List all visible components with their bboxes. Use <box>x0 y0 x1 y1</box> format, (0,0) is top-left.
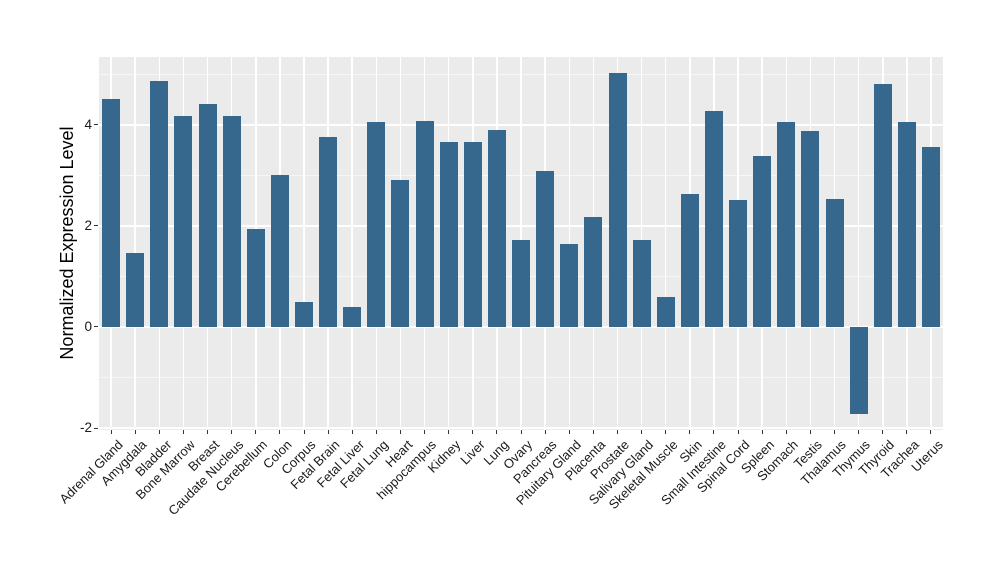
y-tick-label: 0 <box>84 318 92 334</box>
bar-fetal-brain <box>319 136 338 327</box>
bar-small-intestine <box>704 110 723 327</box>
y-tick-mark <box>94 225 98 227</box>
x-tick-mark <box>255 430 257 434</box>
bar-spinal-cord <box>729 200 747 327</box>
bar-uterus <box>921 146 940 327</box>
bar-hippocampus <box>415 121 434 327</box>
x-tick-mark <box>279 430 281 434</box>
bar-pituitary-gland <box>560 244 579 327</box>
x-tick-mark <box>592 430 594 434</box>
bar-skeletal-muscle <box>656 297 675 327</box>
gridline-vertical <box>664 57 667 430</box>
x-tick-mark <box>834 430 835 434</box>
bar-cerebellum <box>246 229 265 327</box>
x-tick-mark <box>472 430 474 434</box>
bar-liver <box>463 142 482 327</box>
bar-thalamus <box>825 199 844 327</box>
y-tick-label: 2 <box>84 217 92 233</box>
bar-fetal-liver <box>343 306 362 327</box>
x-tick-mark <box>641 430 643 434</box>
bar-placenta <box>584 216 603 327</box>
bar-colon <box>270 174 289 327</box>
bar-kidney <box>439 142 458 327</box>
y-tick-mark <box>94 427 98 429</box>
bar-corpus <box>295 301 313 327</box>
x-tick-mark <box>785 430 787 434</box>
y-axis-title: Normalized Expression Level <box>57 126 77 360</box>
x-tick-mark <box>496 430 498 434</box>
bar-caudate-nucleus <box>222 115 241 327</box>
bar-prostate <box>608 73 627 327</box>
x-tick-mark <box>351 430 353 434</box>
x-tick-mark <box>882 430 884 434</box>
bar-amygdala <box>126 253 145 327</box>
bar-heart <box>391 179 410 327</box>
x-tick-mark <box>110 430 112 434</box>
x-tick-mark <box>761 430 763 434</box>
x-tick-mark <box>858 430 860 434</box>
x-tick-mark <box>568 430 570 434</box>
bar-skin <box>680 193 699 327</box>
x-tick-mark <box>327 430 329 434</box>
bar-bone-marrow <box>174 116 193 327</box>
x-tick-mark <box>665 430 667 434</box>
x-tick-mark <box>448 430 450 434</box>
bar-stomach <box>777 121 796 327</box>
x-tick-mark <box>399 430 401 434</box>
x-tick-mark <box>375 430 377 434</box>
x-tick-mark <box>713 430 715 434</box>
y-tick-label: -2 <box>79 420 92 435</box>
x-tick-mark <box>303 430 305 434</box>
bar-salivary-gland <box>632 240 651 327</box>
gridline-vertical <box>303 57 305 430</box>
x-tick-mark <box>231 430 233 434</box>
gridline-vertical <box>568 57 570 430</box>
bar-pancreas <box>536 170 555 327</box>
y-tick-mark <box>94 124 98 126</box>
x-tick-label: Liver <box>456 437 488 468</box>
bar-ovary <box>512 240 530 327</box>
x-tick-mark <box>617 430 618 434</box>
gridline-vertical <box>134 57 136 430</box>
bar-thymus <box>849 326 868 414</box>
x-tick-mark <box>520 430 522 434</box>
gridline-vertical <box>857 57 860 430</box>
bar-thyroid <box>873 83 892 327</box>
gridline-vertical <box>351 57 353 430</box>
bar-bladder <box>150 80 169 327</box>
bar-adrenal-gland <box>102 98 121 327</box>
bar-fetal-lung <box>367 121 386 327</box>
x-tick-mark <box>182 430 184 434</box>
bar-trachea <box>897 121 916 327</box>
plot-panel <box>99 57 943 430</box>
bar-testis <box>801 130 820 327</box>
x-tick-mark <box>930 430 932 434</box>
y-tick-mark <box>94 326 98 328</box>
y-tick-label: 4 <box>84 116 92 132</box>
x-tick-mark <box>158 430 160 434</box>
x-tick-mark <box>809 430 811 434</box>
x-tick-mark <box>737 430 739 434</box>
x-tick-mark <box>544 430 546 434</box>
bar-breast <box>198 103 217 327</box>
bar-spleen <box>753 155 772 327</box>
x-tick-mark <box>134 430 136 434</box>
x-tick-mark <box>207 430 208 434</box>
bar-lung <box>487 129 506 327</box>
x-tick-mark <box>424 430 425 434</box>
x-tick-mark <box>906 430 908 434</box>
x-tick-mark <box>689 430 691 434</box>
